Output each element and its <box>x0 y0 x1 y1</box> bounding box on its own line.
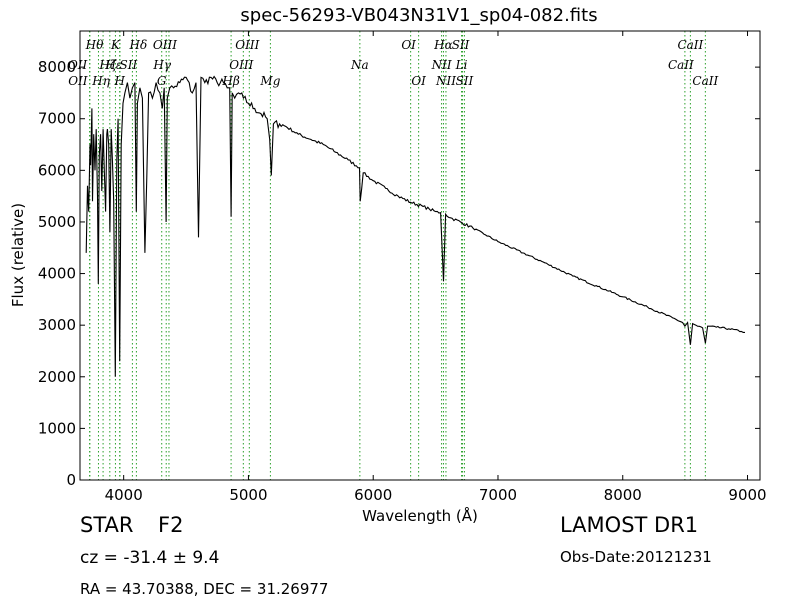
spectral-line-label: Li <box>455 58 468 72</box>
spectral-line-label: OI <box>411 74 426 88</box>
spectral-line-label: Hδ <box>129 38 148 52</box>
spectral-line-label: OIII <box>229 58 253 72</box>
spectral-line-label: Na <box>350 58 369 72</box>
spectral-line-label: CaII <box>692 74 718 88</box>
spectral-line-label: OII <box>68 58 88 72</box>
spectral-line-label: OIII <box>235 38 259 52</box>
survey-name: LAMOST DR1 <box>560 513 699 537</box>
spectral-line-label: K <box>110 38 121 52</box>
spectral-line-label: Mg <box>259 74 280 88</box>
spectral-line-label: OIII <box>153 38 177 52</box>
spectral-line-label: Hγ <box>152 58 171 72</box>
spectral-line-label: CaII <box>677 38 703 52</box>
spectral-line-label: NII <box>435 74 456 88</box>
y-tick-label: 0 <box>66 471 76 489</box>
spectral-line-label: H <box>113 74 125 88</box>
spectral-line-label: Hβ <box>221 74 239 88</box>
spectral-line-label: G <box>157 74 167 88</box>
spectral-line-label: Hη <box>91 74 110 88</box>
x-tick-label: 5000 <box>229 486 267 504</box>
spectral-line-label: OII <box>68 74 88 88</box>
y-tick-label: 1000 <box>38 419 76 437</box>
x-tick-label: 9000 <box>728 486 766 504</box>
x-tick-label: 4000 <box>105 486 143 504</box>
spectral-line-label: SII <box>120 58 138 72</box>
y-tick-label: 2000 <box>38 368 76 386</box>
object-subclass: F2 <box>158 513 184 537</box>
spectral-line-label: Hε <box>104 58 122 72</box>
axis-ticks: 4000 5000 6000 7000 8000 9000 0 1000 2000 3000 400… <box>38 31 767 504</box>
sky-coordinates: RA = 43.70388, DEC = 31.26977 <box>80 580 329 598</box>
chart-title: spec-56293-VB043N31V1_sp04-082.fits <box>240 5 598 26</box>
x-axis-label: Wavelength (Å) <box>362 506 478 525</box>
y-tick-label: 6000 <box>38 161 76 179</box>
spectral-line-label: SII <box>452 38 470 52</box>
plot-frame <box>79 30 761 481</box>
y-tick-label: 4000 <box>38 265 76 283</box>
y-tick-label: 8000 <box>38 58 76 76</box>
x-tick-label: 8000 <box>604 486 642 504</box>
x-tick-label: 6000 <box>354 486 392 504</box>
spectral-line-labels: OII OII Hθ Hη Hζ K Hε H SII Hδ G Hγ OIII Hβ OIII OIII Mg… <box>68 38 719 88</box>
spectral-line-label: CaII <box>668 58 694 72</box>
redshift-value: cz = -31.4 ± 9.4 <box>80 548 220 568</box>
object-class: STAR <box>80 513 134 537</box>
spectral-line-label: OI <box>401 38 416 52</box>
spectral-line-label: NII <box>431 58 452 72</box>
y-tick-label: 5000 <box>38 213 76 231</box>
spectral-line-markers <box>89 31 706 480</box>
spectral-line-label: Hζ <box>98 58 117 72</box>
spectral-line-label: Hα <box>433 38 453 52</box>
observation-date: Obs-Date:20121231 <box>560 548 712 566</box>
spectral-line-label: SII <box>456 74 474 88</box>
spectrum-series <box>85 75 745 377</box>
y-tick-label: 7000 <box>38 110 76 128</box>
spectrum-line <box>85 75 745 377</box>
y-axis-label: Flux (relative) <box>9 203 27 307</box>
x-tick-label: 7000 <box>479 486 517 504</box>
spectral-line-label: Hθ <box>85 38 104 52</box>
y-tick-label: 3000 <box>38 316 76 334</box>
